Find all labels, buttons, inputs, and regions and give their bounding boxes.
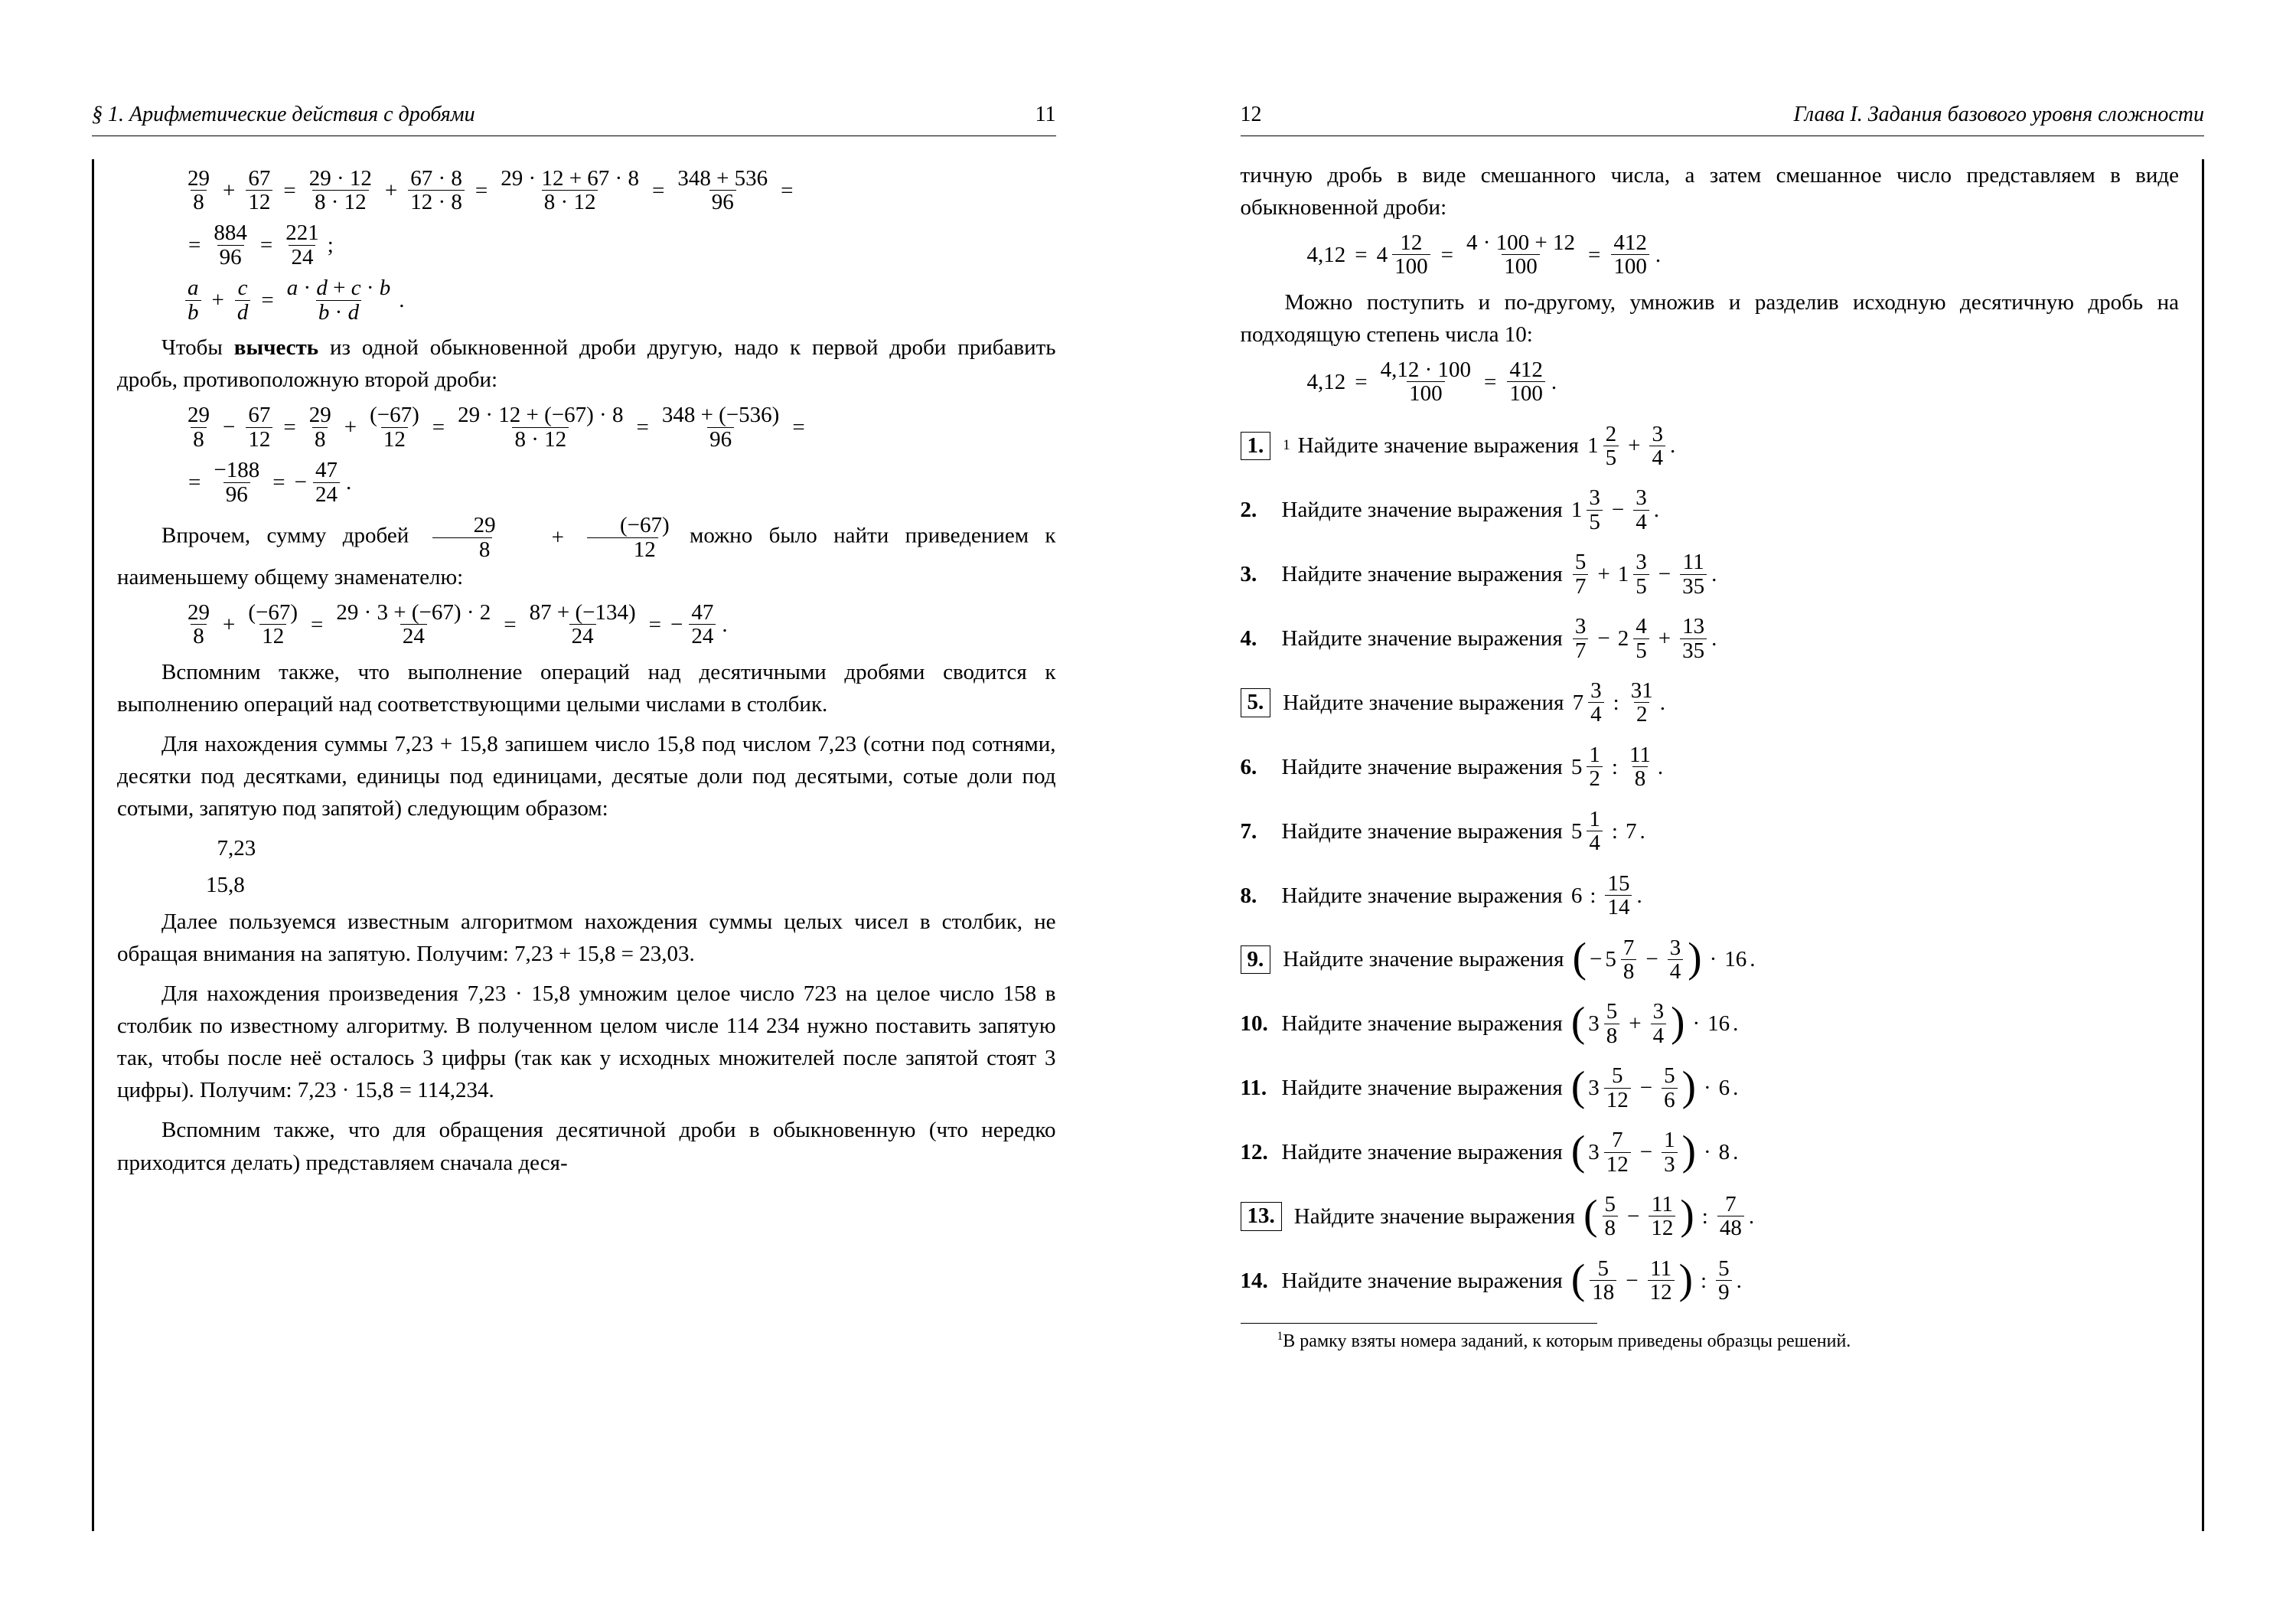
task-row: 10.Найдите значение выражения (358+34)·1…: [1241, 1000, 2180, 1047]
task-body: Найдите значение выражения (58−1112):748…: [1294, 1193, 1754, 1240]
footnote-text: В рамку взяты номера заданий, к которым …: [1283, 1331, 1851, 1351]
column-add-2: 15,8: [206, 869, 1056, 901]
bold-word: вычесть: [234, 335, 318, 360]
para-lcm: Впрочем, сумму дробей 298 + (−67)12 можн…: [117, 514, 1056, 593]
task-stem: Найдите значение выражения: [1283, 943, 1569, 975]
task-stem: Найдите значение выражения: [1282, 494, 1568, 526]
section-title: § 1. Арифметические действия с дробями: [92, 100, 475, 131]
task-stem: Найдите значение выражения: [1294, 1200, 1580, 1233]
task-row: 3.Найдите значение выражения 57+135−1135…: [1241, 550, 2180, 598]
task-stem: Найдите значение выражения: [1282, 880, 1568, 912]
para-subtract: Чтобы вычесть из одной обыкновенной дроб…: [117, 331, 1056, 396]
task-number: 12.: [1241, 1136, 1274, 1168]
task-stem: Найдите значение выражения: [1282, 751, 1568, 783]
page-number-left: 11: [1035, 100, 1056, 131]
task-row: 9. Найдите значение выражения (−578−34)·1…: [1241, 936, 2180, 984]
task-stem: Найдите значение выражения: [1282, 1072, 1568, 1104]
task-number: 9.: [1241, 945, 1271, 974]
task-number: 3.: [1241, 558, 1274, 590]
right-content: тичную дробь в виде смешанного числа, а …: [1241, 159, 2205, 1531]
task-row: 1.1Найдите значение выражения 125+34.: [1241, 423, 2180, 470]
task-stem: Найдите значение выражения: [1282, 558, 1568, 590]
task-row: 11.Найдите значение выражения (3512−56)·…: [1241, 1064, 2180, 1112]
task-row: 13. Найдите значение выражения (58−1112):…: [1241, 1193, 2180, 1240]
eq-decimal-alt: 4,12 = 4,12 · 100100 = 412100.: [1307, 358, 2180, 406]
eq-addition-result: = 88496 = 22124;: [184, 221, 1056, 269]
eq-subtraction-result: = −18896 = −4724.: [184, 459, 1056, 506]
task-row: 4.Найдите значение выражения 37−245+1335…: [1241, 615, 2180, 662]
task-body: Найдите значение выражения (−578−34)·16.: [1283, 936, 1755, 984]
inline-fracs: 298 + (−67)12: [426, 514, 673, 561]
task-list: 1.1Найдите значение выражения 125+34.2.Н…: [1241, 423, 2180, 1305]
para-dec2: Для нахождения суммы 7,23 + 15,8 запишем…: [117, 728, 1056, 825]
task-stem: Найдите значение выражения: [1282, 622, 1568, 655]
left-content: 298 + 6712 = 29 · 128 · 12 + 67 · 812 · …: [92, 159, 1056, 1531]
task-stem: Найдите значение выражения: [1282, 1007, 1568, 1040]
para-dec3: Далее пользуемся известным алгоритмом на…: [117, 906, 1056, 970]
eq-subtraction-chain: 298 − 6712 = 298 + (−67)12 = 29 · 12 + (…: [184, 403, 1056, 451]
task-body: Найдите значение выражения 514:7.: [1282, 808, 1645, 855]
footnote: 1В рамку взяты номера заданий, к которым…: [1241, 1328, 2180, 1355]
para-dec4: Для нахождения произведения 7,23 · 15,8 …: [117, 978, 1056, 1106]
task-body: Найдите значение выражения 512:118.: [1282, 743, 1664, 791]
task-number: 4.: [1241, 622, 1274, 655]
task-number: 7.: [1241, 815, 1274, 847]
task-body: Найдите значение выражения 57+135−1135.: [1282, 550, 1717, 598]
task-row: 2.Найдите значение выражения 135−34.: [1241, 486, 2180, 534]
task-stem: Найдите значение выражения: [1282, 1136, 1568, 1168]
text: Чтобы: [161, 335, 234, 360]
task-row: 14.Найдите значение выражения (518−1112)…: [1241, 1257, 2180, 1305]
task-stem: Найдите значение выражения: [1282, 815, 1568, 847]
task-number: 1.: [1241, 432, 1271, 460]
task-body: Найдите значение выражения (358+34)·16.: [1282, 1000, 1739, 1047]
para-dec1: Вспомним также, что выполнение операций …: [117, 656, 1056, 720]
task-number: 2.: [1241, 494, 1274, 526]
running-head-left: § 1. Арифметические действия с дробями 1…: [92, 100, 1056, 136]
task-row: 5. Найдите значение выражения 734:312.: [1241, 679, 2180, 727]
eq-lcm-chain: 298 + (−67)12 = 29 · 3 + (−67) · 224 = 8…: [184, 601, 1056, 648]
task-body: Найдите значение выражения 135−34.: [1282, 486, 1660, 534]
task-stem: Найдите значение выражения: [1282, 1265, 1568, 1297]
task-stem: Найдите значение выражения: [1298, 429, 1584, 462]
task-number: 13.: [1241, 1202, 1282, 1230]
task-row: 7.Найдите значение выражения 514:7.: [1241, 808, 2180, 855]
para-alt: Можно поступить и по-другому, умножив и …: [1241, 286, 2180, 351]
task-number: 8.: [1241, 880, 1274, 912]
text: Впрочем, сумму дробей: [161, 524, 426, 548]
task-number: 10.: [1241, 1007, 1274, 1040]
column-add-1: 7,23: [206, 832, 1056, 864]
para-cont: тичную дробь в виде смешанного числа, а …: [1241, 159, 2180, 224]
task-row: 12.Найдите значение выражения (3712−13)·…: [1241, 1128, 2180, 1176]
page-number-right: 12: [1241, 100, 1262, 131]
page-right: 12 Глава I. Задания базового уровня слож…: [1149, 31, 2296, 1592]
eq-general-add: ab + cd = a · d + c · bb · d.: [184, 276, 1056, 324]
footnote-rule: [1241, 1323, 1597, 1324]
task-number: 5.: [1241, 688, 1271, 717]
task-row: 8.Найдите значение выражения 6:1514.: [1241, 872, 2180, 919]
para-dec5: Вспомним также, что для обращения десяти…: [117, 1114, 1056, 1178]
task-row: 6.Найдите значение выражения 512:118.: [1241, 743, 2180, 791]
task-number: 14.: [1241, 1265, 1274, 1297]
task-body: Найдите значение выражения (3512−56)·6.: [1282, 1064, 1739, 1112]
task-number: 6.: [1241, 751, 1274, 783]
task-body: Найдите значение выражения (518−1112):59…: [1282, 1257, 1742, 1305]
running-head-right: 12 Глава I. Задания базового уровня слож…: [1241, 100, 2205, 136]
task-stem: Найдите значение выражения: [1283, 687, 1569, 719]
page-left: § 1. Арифметические действия с дробями 1…: [0, 31, 1149, 1592]
eq-decimal-mixed: 4,12 = 412100 = 4 · 100 + 12100 = 412100…: [1307, 231, 2180, 279]
page-spread: § 1. Арифметические действия с дробями 1…: [0, 0, 2296, 1623]
chapter-title: Глава I. Задания базового уровня сложнос…: [1793, 100, 2204, 131]
eq-addition-chain: 298 + 6712 = 29 · 128 · 12 + 67 · 812 · …: [184, 167, 1056, 214]
task-body: Найдите значение выражения 6:1514.: [1282, 872, 1642, 919]
task-body: Найдите значение выражения (3712−13)·8.: [1282, 1128, 1739, 1176]
task-body: Найдите значение выражения 37−245+1335.: [1282, 615, 1717, 662]
task-number: 11.: [1241, 1072, 1274, 1104]
task-body: Найдите значение выражения 734:312.: [1283, 679, 1665, 727]
task-body: Найдите значение выражения 125+34.: [1298, 423, 1676, 470]
